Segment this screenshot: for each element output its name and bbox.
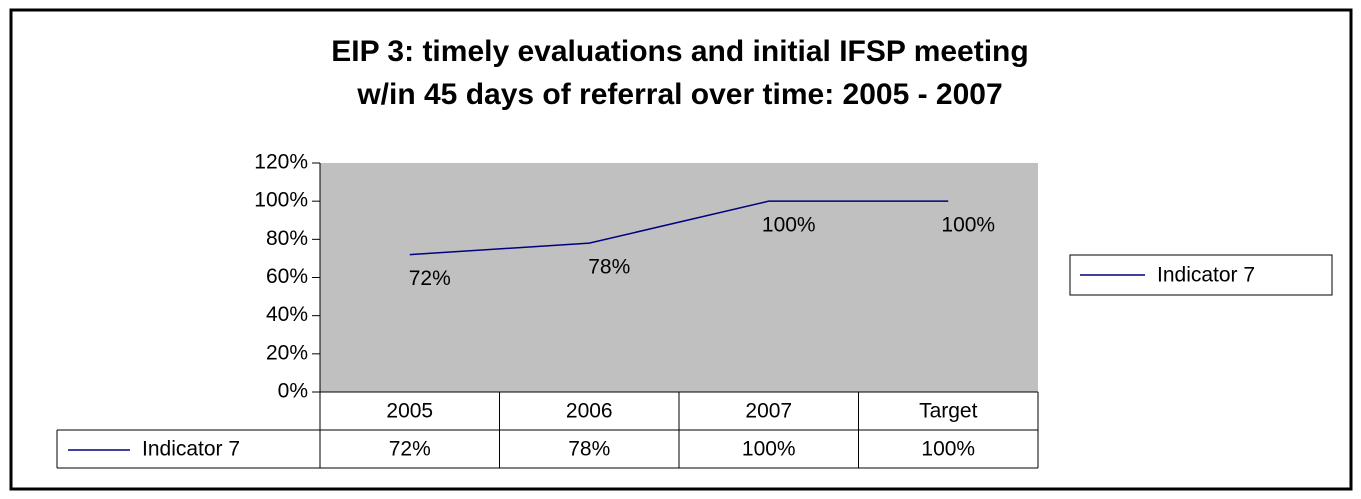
line [409, 200, 949, 256]
table-value: 100% [921, 438, 975, 461]
data-label: 78% [588, 256, 630, 279]
table-value: 72% [389, 438, 431, 461]
legend-label: Indicator 7 [1157, 264, 1255, 287]
data-label: 100% [941, 214, 995, 237]
y-tick-label: 40% [266, 303, 308, 326]
x-tick-label: 2005 [386, 400, 433, 423]
data-label: 100% [762, 214, 816, 237]
y-tick-label: 120% [254, 151, 308, 174]
y-tick-label: 80% [266, 227, 308, 250]
y-tick-label: 60% [266, 265, 308, 288]
table-value: 78% [568, 438, 610, 461]
chart-title: EIP 3: timely evaluations and initial IF… [331, 35, 1028, 68]
table-series-name: Indicator 7 [142, 438, 240, 461]
chart-title: w/in 45 days of referral over time: 2005… [356, 78, 1002, 111]
table-value: 100% [742, 438, 796, 461]
data-label: 72% [409, 267, 451, 290]
y-tick-label: 20% [266, 341, 308, 364]
x-tick-label: Target [919, 400, 978, 423]
y-tick-label: 0% [278, 380, 308, 403]
y-tick-label: 100% [254, 189, 308, 212]
x-tick-label: 2006 [566, 400, 613, 423]
x-tick-label: 2007 [745, 400, 792, 423]
